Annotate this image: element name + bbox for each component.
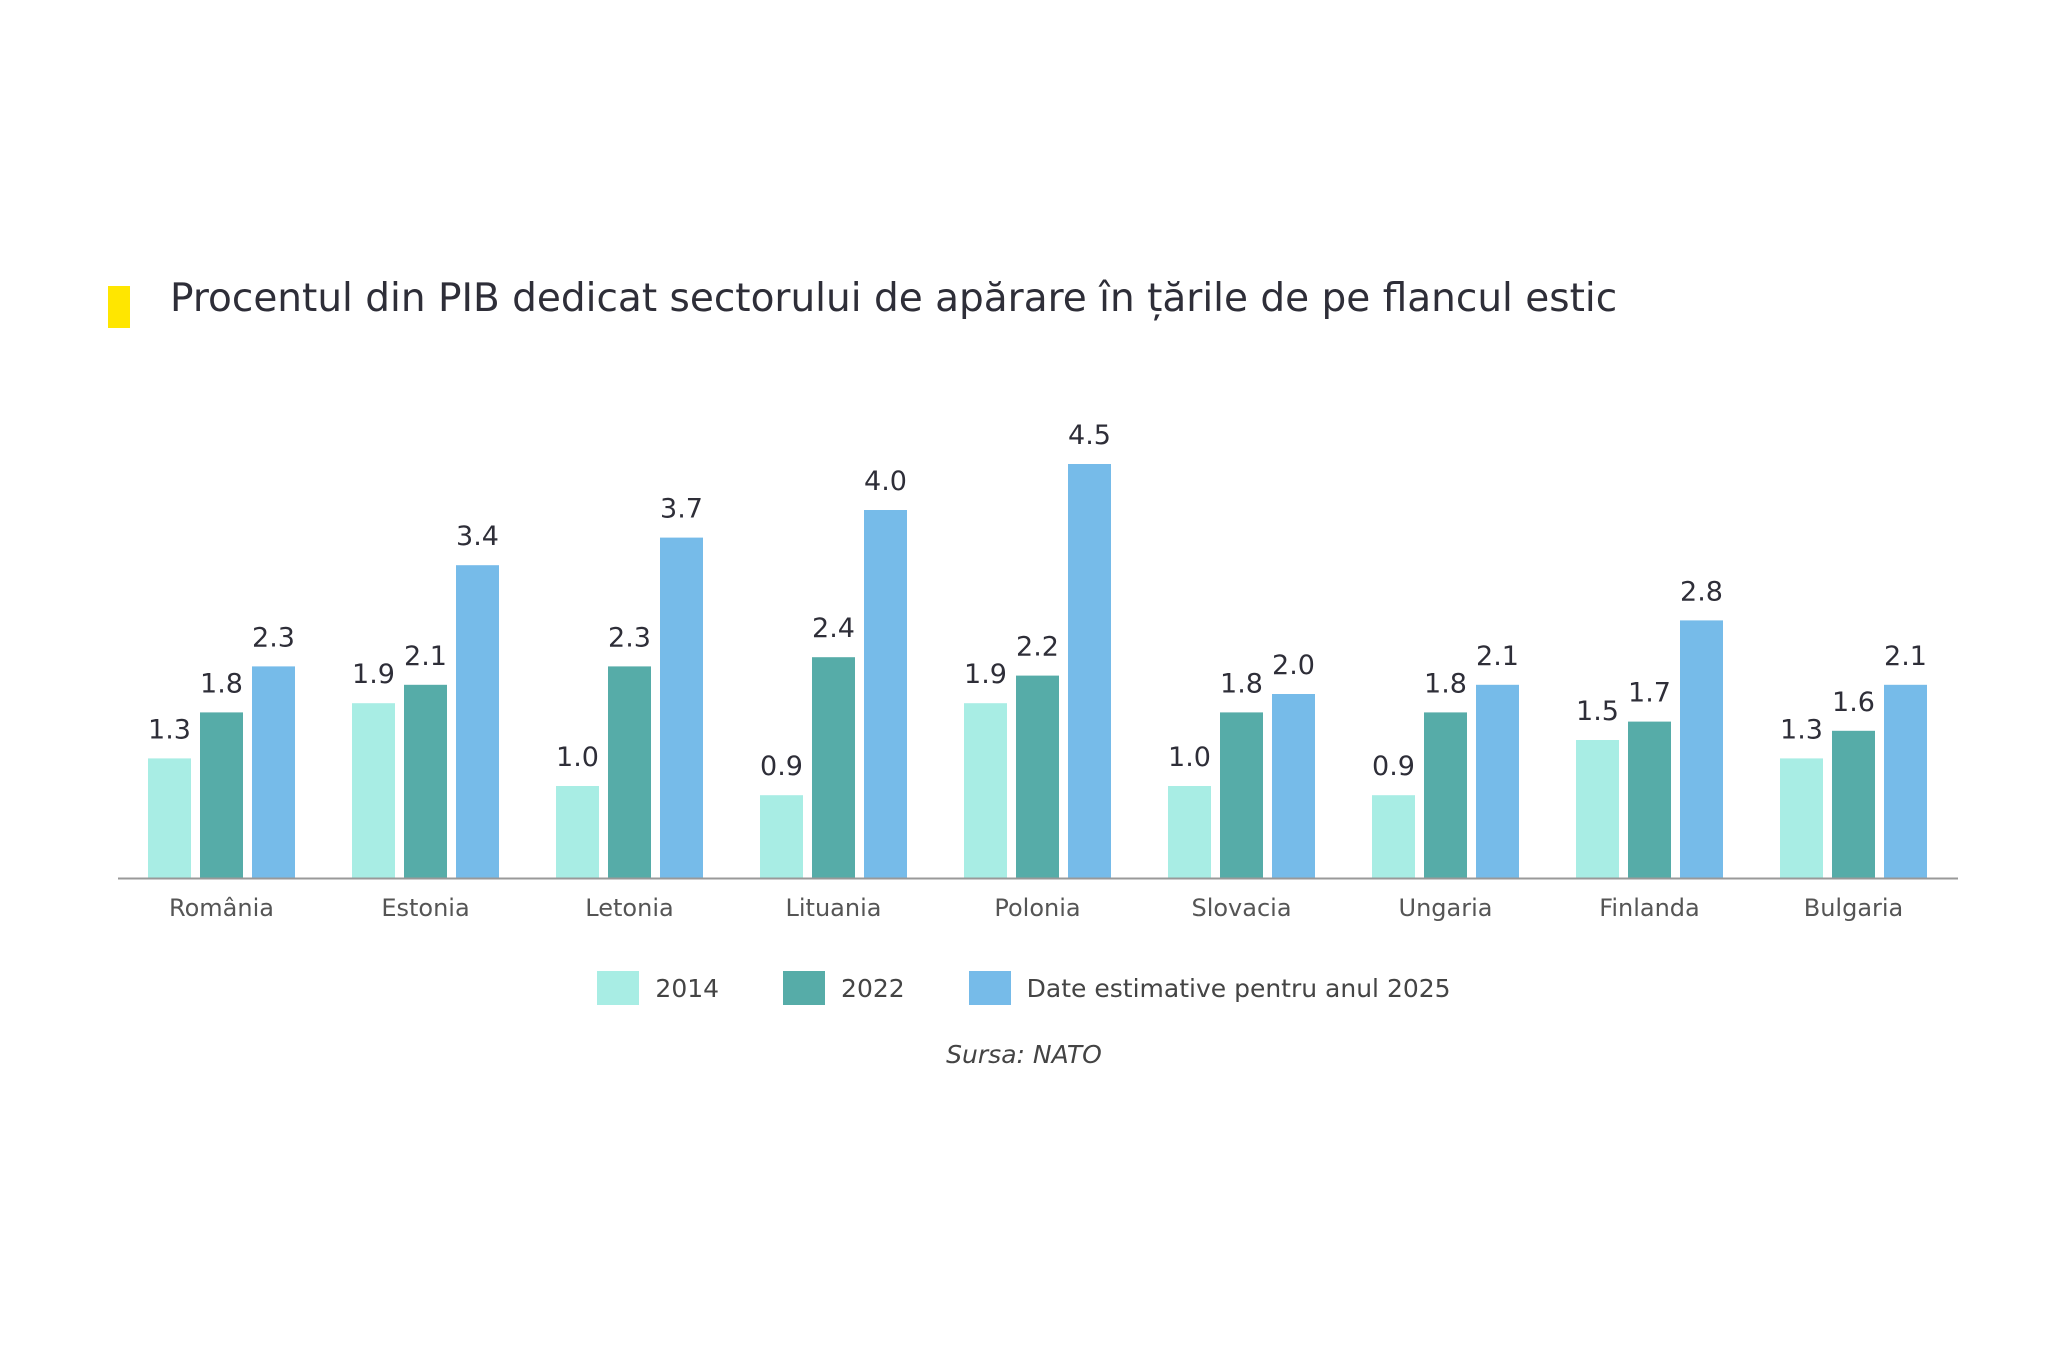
data-label-slovacia-2025: 2.0: [1272, 650, 1315, 681]
legend-swatch-2014: [597, 971, 640, 1005]
data-label-letonia-2022: 2.3: [608, 622, 651, 653]
bar-polonia-2025: [1068, 464, 1111, 878]
bar-romania-2014: [148, 758, 191, 878]
category-label-bulgaria: Bulgaria: [1804, 894, 1904, 922]
data-label-lituania-2014: 0.9: [760, 751, 803, 782]
category-label-letonia: Letonia: [585, 894, 673, 922]
data-label-finlanda-2025: 2.8: [1680, 576, 1723, 607]
bar-finlanda-2025: [1680, 620, 1723, 878]
data-label-polonia-2022: 2.2: [1016, 632, 1059, 663]
data-label-slovacia-2014: 1.0: [1168, 742, 1211, 773]
chart-title: Procentul din PIB dedicat sectorului de …: [170, 276, 1618, 321]
data-label-bulgaria-2025: 2.1: [1884, 641, 1927, 672]
bar-romania-2025: [252, 666, 295, 878]
data-label-romania-2022: 1.8: [200, 668, 243, 699]
bar-slovacia-2014: [1168, 786, 1211, 878]
bar-slovacia-2025: [1272, 694, 1315, 878]
bar-chart: 1.3 1.8 2.3 România 1.9 2.1 3.4 Estonia 1.0 2.3 3.…: [118, 420, 1958, 922]
data-label-romania-2025: 2.3: [252, 622, 295, 653]
data-label-lituania-2025: 4.0: [864, 466, 907, 497]
legend-label-2022: 2022: [841, 973, 905, 1003]
category-label-lituania: Lituania: [786, 894, 882, 922]
bar-letonia-2022: [608, 666, 651, 878]
bar-bulgaria-2014: [1780, 758, 1823, 878]
data-label-bulgaria-2014: 1.3: [1780, 714, 1823, 745]
data-label-estonia-2014: 1.9: [352, 659, 395, 690]
bar-ungaria-2025: [1476, 684, 1519, 878]
legend-label-2025: Date estimative pentru anul 2025: [1026, 973, 1451, 1003]
data-label-slovacia-2022: 1.8: [1220, 668, 1263, 699]
legend-swatch-2025: [968, 971, 1011, 1005]
data-label-estonia-2022: 2.1: [404, 641, 447, 672]
data-label-letonia-2025: 3.7: [660, 494, 703, 525]
data-label-polonia-2014: 1.9: [964, 659, 1007, 690]
bar-estonia-2014: [352, 703, 395, 878]
category-label-estonia: Estonia: [381, 894, 469, 922]
category-label-romania: România: [169, 894, 274, 922]
bar-bulgaria-2025: [1884, 684, 1927, 878]
bar-polonia-2022: [1016, 675, 1059, 878]
data-label-estonia-2025: 3.4: [456, 521, 499, 552]
bar-lituania-2025: [864, 510, 907, 878]
data-label-polonia-2025: 4.5: [1068, 420, 1111, 451]
chart-legend: 2014 2022 Date estimative pentru anul 20…: [0, 966, 2048, 1010]
bar-estonia-2025: [456, 565, 499, 878]
legend-item-2025: Date estimative pentru anul 2025: [968, 971, 1451, 1005]
category-label-ungaria: Ungaria: [1399, 894, 1493, 922]
legend-label-2014: 2014: [655, 973, 720, 1003]
bar-estonia-2022: [404, 684, 447, 878]
data-label-letonia-2014: 1.0: [556, 742, 599, 773]
data-label-ungaria-2022: 1.8: [1424, 668, 1467, 699]
source-note: Sursa: NATO: [946, 1040, 1102, 1069]
bar-bulgaria-2022: [1832, 730, 1875, 878]
bar-polonia-2014: [964, 703, 1007, 878]
bar-slovacia-2022: [1220, 712, 1263, 878]
legend-swatch-2022: [783, 971, 826, 1005]
bar-ungaria-2014: [1372, 795, 1415, 878]
data-label-bulgaria-2022: 1.6: [1832, 687, 1875, 718]
bar-finlanda-2014: [1576, 740, 1619, 878]
bar-finlanda-2022: [1628, 721, 1671, 878]
legend-item-2014: 2014: [597, 971, 719, 1005]
category-label-slovacia: Slovacia: [1191, 894, 1291, 922]
data-label-ungaria-2014: 0.9: [1372, 751, 1415, 782]
bar-ungaria-2022: [1424, 712, 1467, 878]
bar-letonia-2025: [660, 537, 703, 878]
category-label-polonia: Polonia: [994, 894, 1080, 922]
data-label-finlanda-2014: 1.5: [1576, 696, 1619, 727]
bar-lituania-2014: [760, 795, 803, 878]
bar-lituania-2022: [812, 657, 855, 878]
data-label-romania-2014: 1.3: [148, 714, 191, 745]
title-accent-bar: [108, 286, 130, 328]
legend-item-2022: 2022: [783, 971, 905, 1005]
bar-letonia-2014: [556, 786, 599, 878]
data-label-ungaria-2025: 2.1: [1476, 641, 1519, 672]
bar-romania-2022: [200, 712, 243, 878]
data-label-lituania-2022: 2.4: [812, 613, 855, 644]
data-label-finlanda-2022: 1.7: [1628, 678, 1671, 709]
category-label-finlanda: Finlanda: [1599, 894, 1699, 922]
